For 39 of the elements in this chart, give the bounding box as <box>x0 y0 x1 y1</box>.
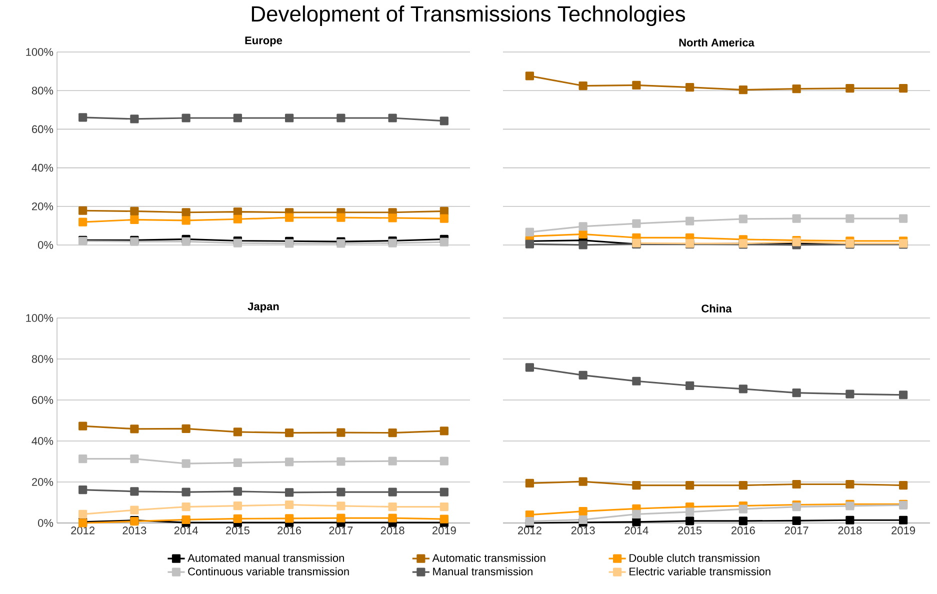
chart-title: China <box>702 304 732 312</box>
text: Development of Transmissions Technologies <box>252 6 686 26</box>
y-tick-label: 20% <box>32 478 54 486</box>
legend-label: Manual transmission <box>433 567 532 576</box>
legend-label: Double clutch transmission <box>630 554 760 562</box>
x-tick-label: 2012 <box>518 526 542 534</box>
y-tick-label: 100% <box>26 314 54 322</box>
x-tick-label: 2019 <box>892 526 916 534</box>
chart-title: Europe <box>245 36 282 46</box>
y-tick-label: 80% <box>32 86 54 94</box>
x-tick-label: 2016 <box>732 526 755 534</box>
x-tick-label: 2018 <box>380 526 404 534</box>
x-tick-label: 2017 <box>329 526 353 534</box>
y-tick-label: 80% <box>32 355 54 363</box>
y-tick-label: 40% <box>32 437 54 445</box>
x-tick-label: 2016 <box>278 526 302 534</box>
x-tick-label: 2013 <box>122 526 146 534</box>
x-tick-label: 2015 <box>678 526 702 534</box>
x-tick-label: 2019 <box>432 526 456 534</box>
legend-label: Automatic transmission <box>432 554 546 562</box>
legend-label: Automated manual transmission <box>188 554 344 562</box>
x-tick-label: 2014 <box>624 526 648 534</box>
y-tick-label: 40% <box>32 164 54 172</box>
y-tick-label: 20% <box>32 202 54 210</box>
chart-title: Japan <box>248 302 279 312</box>
legend-label: Continuous variable transmission <box>188 567 349 576</box>
x-tick-label: 2018 <box>838 526 862 534</box>
chart-title: North America <box>679 38 754 46</box>
x-tick-label: 2017 <box>784 526 808 534</box>
y-tick-label: 0% <box>38 241 54 249</box>
y-tick-label: 100% <box>26 48 54 56</box>
y-tick-label: 0% <box>38 519 54 527</box>
x-tick-label: 2014 <box>174 526 198 534</box>
x-tick-label: 2013 <box>571 526 595 534</box>
x-tick-label: 2012 <box>71 526 94 534</box>
y-tick-label: 60% <box>32 125 54 134</box>
y-tick-label: 60% <box>32 396 54 404</box>
x-tick-label: 2015 <box>226 526 250 534</box>
legend-label: Electric variable transmission <box>630 567 770 576</box>
